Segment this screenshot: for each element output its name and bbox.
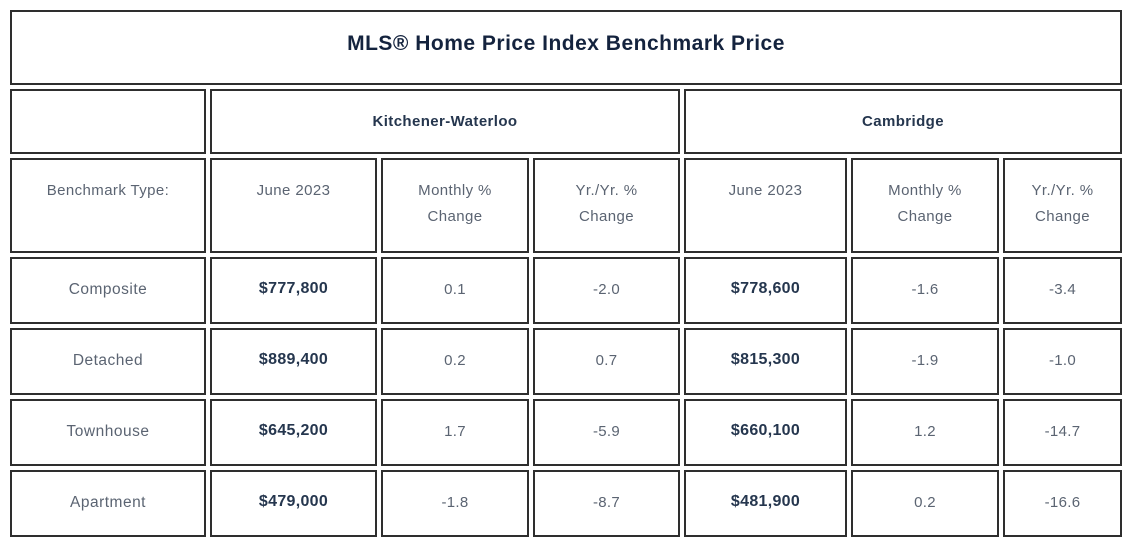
column-header-row: Benchmark Type: June 2023 Monthly % Chan… (10, 158, 1122, 253)
column-header-cam-yoy-change: Yr./Yr. % Change (1003, 158, 1122, 253)
column-header-cam-june-2023: June 2023 (684, 158, 847, 253)
kw-yoy-change-cell: -2.0 (533, 257, 680, 324)
row-label: Detached (10, 328, 206, 395)
cam-price-cell: $481,900 (684, 470, 847, 537)
cam-yoy-change-cell: -16.6 (1003, 470, 1122, 537)
kw-price-cell: $645,200 (210, 399, 377, 466)
hpi-benchmark-table: MLS® Home Price Index Benchmark Price Ki… (6, 6, 1126, 541)
blank-corner-cell (10, 89, 206, 154)
region-header-row: Kitchener-Waterloo Cambridge (10, 89, 1122, 154)
title-row: MLS® Home Price Index Benchmark Price (10, 10, 1122, 85)
row-label: Townhouse (10, 399, 206, 466)
kw-yoy-change-cell: -5.9 (533, 399, 680, 466)
column-header-cam-monthly-change: Monthly % Change (851, 158, 999, 253)
cam-monthly-change-cell: 1.2 (851, 399, 999, 466)
kw-monthly-change-cell: 0.1 (381, 257, 529, 324)
cam-price-cell: $778,600 (684, 257, 847, 324)
table-row-detached: Detached $889,400 0.2 0.7 $815,300 -1.9 … (10, 328, 1122, 395)
cam-yoy-change-cell: -14.7 (1003, 399, 1122, 466)
region-header-cambridge: Cambridge (684, 89, 1122, 154)
region-header-kitchener-waterloo: Kitchener-Waterloo (210, 89, 680, 154)
row-label: Apartment (10, 470, 206, 537)
kw-monthly-change-cell: 0.2 (381, 328, 529, 395)
table-row-composite: Composite $777,800 0.1 -2.0 $778,600 -1.… (10, 257, 1122, 324)
table-row-apartment: Apartment $479,000 -1.8 -8.7 $481,900 0.… (10, 470, 1122, 537)
cam-yoy-change-cell: -3.4 (1003, 257, 1122, 324)
column-header-benchmark-type: Benchmark Type: (10, 158, 206, 253)
kw-yoy-change-cell: 0.7 (533, 328, 680, 395)
table-title: MLS® Home Price Index Benchmark Price (10, 10, 1122, 85)
kw-monthly-change-cell: -1.8 (381, 470, 529, 537)
column-header-kw-yoy-change: Yr./Yr. % Change (533, 158, 680, 253)
row-label: Composite (10, 257, 206, 324)
kw-monthly-change-cell: 1.7 (381, 399, 529, 466)
cam-price-cell: $815,300 (684, 328, 847, 395)
cam-yoy-change-cell: -1.0 (1003, 328, 1122, 395)
kw-price-cell: $479,000 (210, 470, 377, 537)
column-header-kw-monthly-change: Monthly % Change (381, 158, 529, 253)
column-header-kw-june-2023: June 2023 (210, 158, 377, 253)
kw-yoy-change-cell: -8.7 (533, 470, 680, 537)
cam-price-cell: $660,100 (684, 399, 847, 466)
kw-price-cell: $889,400 (210, 328, 377, 395)
table-row-townhouse: Townhouse $645,200 1.7 -5.9 $660,100 1.2… (10, 399, 1122, 466)
cam-monthly-change-cell: -1.9 (851, 328, 999, 395)
kw-price-cell: $777,800 (210, 257, 377, 324)
cam-monthly-change-cell: 0.2 (851, 470, 999, 537)
cam-monthly-change-cell: -1.6 (851, 257, 999, 324)
